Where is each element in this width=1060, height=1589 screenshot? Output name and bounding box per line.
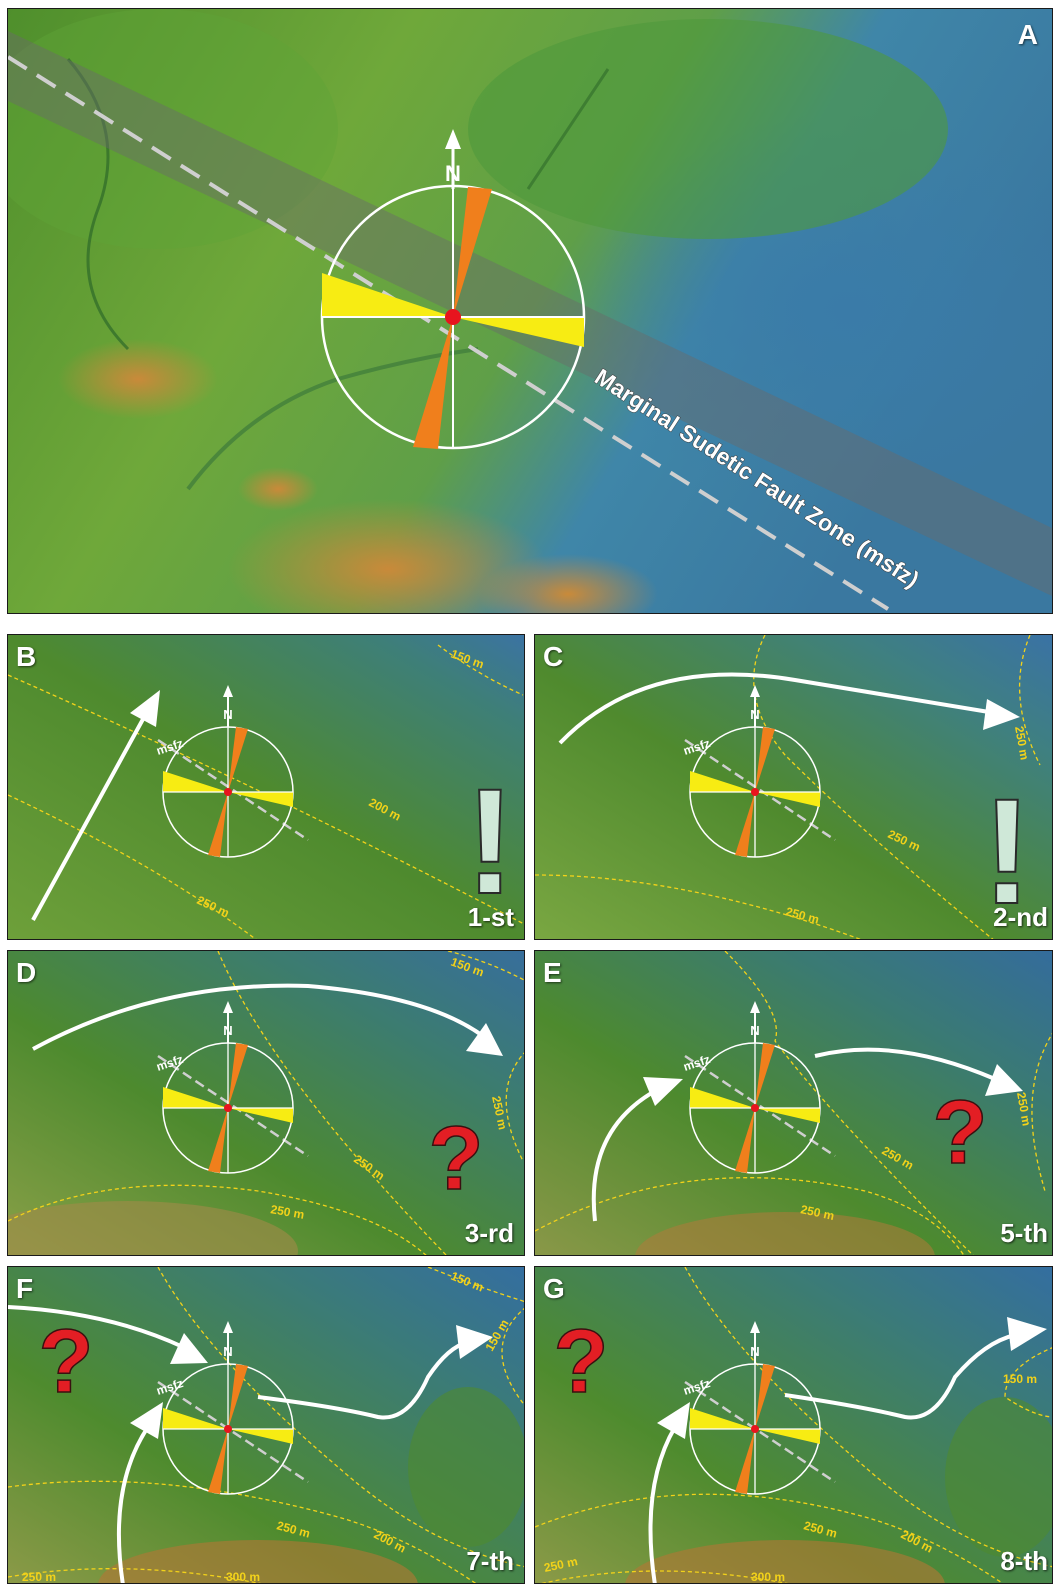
flow-arrow-icon (784, 1317, 1047, 1420)
question-mark-icon: ? (39, 1312, 94, 1412)
relief-map-a: N Marginal Sudetic Fault Zone (msfz) (8, 9, 1052, 613)
contour-label-e-3: 250 m (799, 1202, 835, 1223)
panel-b: 150 m 200 m 250 m N msfz ! B 1-st (7, 634, 525, 940)
contour-label-d-2: 250 m (489, 1095, 510, 1131)
contour-label-g-5: 300 m (751, 1570, 785, 1584)
fault-line (684, 738, 836, 842)
north-label: N (750, 1344, 759, 1359)
panel-label-g: G (543, 1273, 565, 1304)
fault-line (157, 1380, 309, 1484)
fault-line (157, 1054, 309, 1158)
flow-arrow-icon (257, 1325, 493, 1420)
compass-rose-icon (689, 1042, 821, 1174)
flow-map-g: 150 m 250 m 200 m 250 m 300 m N m (535, 1267, 1052, 1584)
north-arrow-icon (750, 1321, 760, 1364)
fault-line (684, 1054, 836, 1158)
flow-map-c: 250 m 250 m 250 m N msfz ! (535, 635, 1052, 939)
north-arrow-icon (445, 129, 461, 189)
compass-rose-icon (162, 1042, 294, 1174)
flow-arrow-icon (32, 983, 503, 1056)
compass-rose-icon (162, 726, 294, 858)
panel-label-d: D (16, 957, 37, 988)
compass-rose-icon (162, 1363, 294, 1495)
panel-label-c: C (543, 641, 564, 672)
order-label-f: 7-th (466, 1546, 514, 1576)
flow-arrow-icon (8, 1305, 208, 1364)
contour-label-g-4: 250 m (543, 1554, 579, 1575)
question-mark-icon: ? (933, 1083, 988, 1183)
panel-a: N Marginal Sudetic Fault Zone (msfz) A (7, 8, 1053, 614)
north-label: N (223, 707, 232, 722)
panel-label-e: E (543, 957, 562, 988)
north-label: N (445, 161, 461, 186)
order-label-d: 3-rd (464, 1218, 514, 1248)
flow-map-f: 150 m 150 m 250 m 200 m 250 m 300 m (8, 1267, 524, 1584)
panel-f: 150 m 150 m 250 m 200 m 250 m 300 m (7, 1266, 525, 1584)
north-label: N (223, 1023, 232, 1038)
panel-g: 150 m 250 m 200 m 250 m 300 m N m (534, 1266, 1053, 1584)
panel-d: 150 m 250 m 250 m 250 m N msfz ? D 3-rd (7, 950, 525, 1256)
panel-e: 250 m 250 m 250 m N msfz ? E 5 (534, 950, 1053, 1256)
flow-arrow-icon (31, 690, 160, 921)
contour-label-d-4: 250 m (269, 1202, 305, 1222)
north-arrow-icon (750, 1001, 760, 1043)
question-mark-icon: ? (429, 1109, 484, 1209)
flow-arrow-icon (116, 1402, 163, 1583)
exclamation-mark-icon: ! (465, 757, 515, 925)
panel-label-b: B (16, 641, 37, 672)
flow-arrow-icon (648, 1402, 690, 1583)
compass-rose-icon (689, 726, 821, 858)
north-label: N (750, 1023, 759, 1038)
flow-map-d: 150 m 250 m 250 m 250 m N msfz ? (8, 951, 524, 1255)
fault-line (684, 1380, 836, 1484)
order-label-b: 1-st (467, 902, 514, 932)
north-arrow-icon (223, 1001, 233, 1043)
north-arrow-icon (223, 1321, 233, 1364)
north-arrow-icon (750, 685, 760, 727)
north-label: N (750, 707, 759, 722)
panel-label-a: A (1017, 19, 1038, 50)
compass-rose-icon (689, 1363, 821, 1495)
flow-arrow-icon (591, 1077, 683, 1222)
order-label-e: 5-th (1000, 1218, 1048, 1248)
contour-label-e-1: 250 m (1014, 1091, 1034, 1127)
contour-label-f-6: 300 m (226, 1570, 260, 1584)
fault-zone-band (8, 31, 1052, 597)
panel-label-f: F (16, 1273, 34, 1304)
order-label-g: 8-th (1000, 1546, 1048, 1576)
panel-c: 250 m 250 m 250 m N msfz ! C 2-nd (534, 634, 1053, 940)
order-label-c: 2-nd (993, 902, 1048, 932)
fault-line (8, 55, 890, 611)
question-mark-icon: ? (554, 1312, 609, 1412)
fault-line (157, 738, 309, 842)
flow-arrow-icon (814, 1047, 1023, 1096)
north-label: N (223, 1344, 232, 1359)
north-arrow-icon (223, 685, 233, 727)
flow-map-b: 150 m 200 m 250 m N msfz ! (8, 635, 524, 939)
contour-label-g-1: 150 m (1003, 1372, 1037, 1386)
flow-arrow-icon (558, 672, 1020, 745)
flow-map-e: 250 m 250 m 250 m N msfz ? (535, 951, 1052, 1255)
contour-label-c-1: 250 m (1012, 725, 1032, 761)
contour-label-f-5: 250 m (22, 1570, 56, 1584)
exclamation-mark-icon: ! (982, 767, 1032, 935)
